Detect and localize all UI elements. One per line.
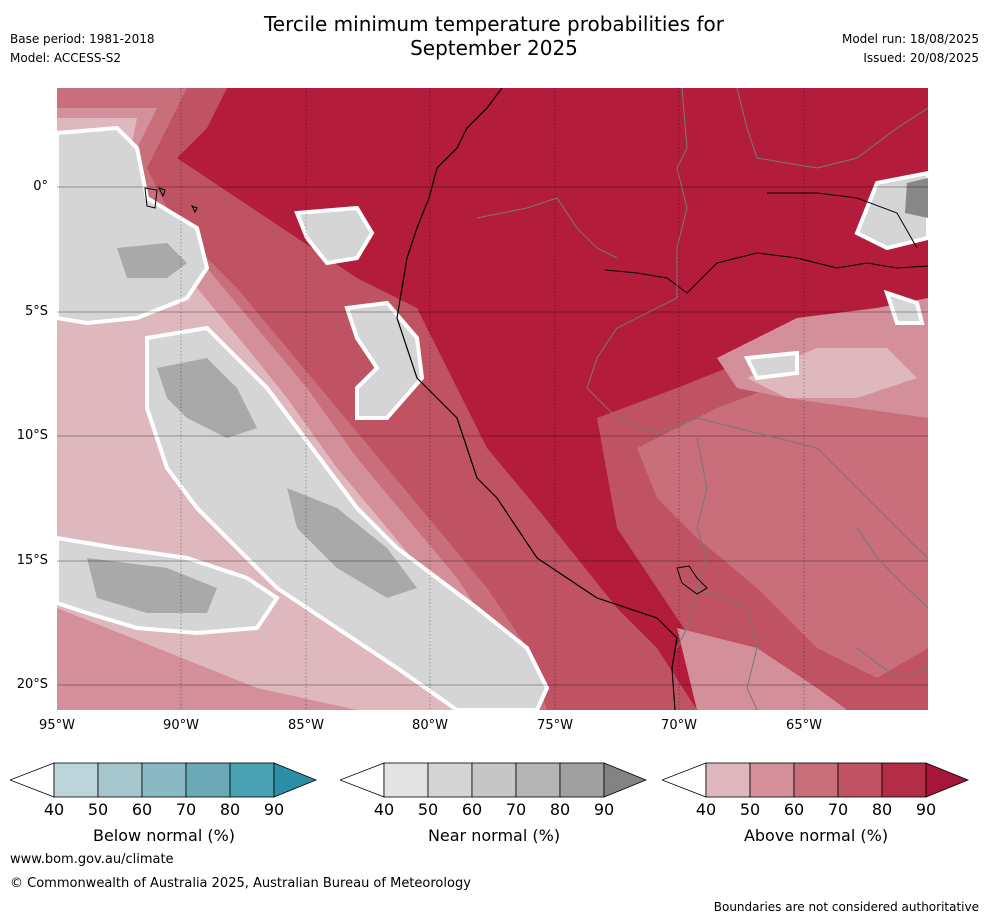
y-tick-4: 20°S [16,677,48,692]
cb-below-tick-90: 90 [263,800,285,819]
title-line-1: Tercile minimum temperature probabilitie… [263,12,725,36]
colorbar-near-ticks: 40 50 60 70 80 90 [340,800,648,820]
river-north [767,192,918,249]
footer-url[interactable]: www.bom.gov.au/climate [10,852,174,867]
map-zone-near-normal-core-3 [287,488,417,598]
colorbar-cell [97,762,143,798]
map-zone-near-normal-core-4 [87,558,217,613]
map-gridlines [57,88,928,710]
cb-above-tick-40: 40 [695,800,717,819]
colorbar-left-extension [660,762,707,798]
galapagos-islands [144,187,198,214]
cb-below-tick-40: 40 [43,800,65,819]
cb-above-tick-50: 50 [739,800,761,819]
colorbar-below [8,762,318,798]
x-tick-5: 70°W [661,718,697,733]
title-line-2: September 2025 [410,36,578,60]
model-run-text: Model run: 18/08/2025 [841,32,979,46]
cb-below-tick-70: 70 [175,800,197,819]
colorbar-cell [837,762,883,798]
cb-near-tick-90: 90 [593,800,615,819]
lake-titicaca [676,565,708,595]
colorbar-above-label: Above normal (%) [743,826,889,845]
colorbar-cell [515,762,561,798]
colorbar-cell [471,762,517,798]
map-svg [57,88,928,710]
colorbar-cell [749,762,795,798]
y-tick-3: 15°S [16,553,48,568]
colorbar-cell [427,762,473,798]
map-zone-red-60-east [637,348,928,678]
x-tick-6: 65°W [786,718,822,733]
cb-near-tick-50: 50 [417,800,439,819]
cb-near-tick-80: 80 [549,800,571,819]
colorbar-near [338,762,648,798]
map-zone-near-normal-7 [883,289,925,325]
x-tick-1: 90°W [163,718,199,733]
map-zone-near-normal-4 [294,205,375,266]
cb-above-tick-60: 60 [783,800,805,819]
colorbar-cell [559,762,605,798]
colorbar-below-label: Below normal (%) [92,826,236,845]
cb-below-tick-50: 50 [87,800,109,819]
colorbar-cell [141,762,187,798]
cb-near-tick-70: 70 [505,800,527,819]
colorbar-below-svg [8,762,318,798]
cb-above-tick-80: 80 [871,800,893,819]
colorbar-above [660,762,970,798]
x-tick-0: 95°W [39,718,75,733]
colorbar-cell [793,762,839,798]
y-tick-1: 5°S [24,304,48,319]
footer-copyright: © Commonwealth of Australia 2025, Austra… [10,876,471,891]
model-text: Model: ACCESS-S2 [10,51,122,65]
probability-map [57,88,928,710]
map-zone-near-normal-8 [743,350,799,381]
colorbar-cell [229,762,275,798]
cb-near-tick-40: 40 [373,800,395,819]
issued-text: Issued: 20/08/2025 [863,51,979,65]
country-borders [476,88,928,710]
colorbar-below-ticks: 40 50 60 70 80 90 [10,800,318,820]
colorbar-near-svg [338,762,648,798]
footer-disclaimer: Boundaries are not considered authoritat… [713,900,979,914]
river [604,252,928,294]
colorbar-right-extension [925,762,970,798]
colorbar-above-ticks: 40 50 60 70 80 90 [662,800,970,820]
coastline [396,88,678,710]
map-zone-near-normal-5 [344,300,425,420]
cb-below-tick-60: 60 [131,800,153,819]
map-zone-near-normal-core-2 [157,358,257,438]
map-zone-red-50-south [677,628,847,710]
cb-above-tick-70: 70 [827,800,849,819]
colorbar-left-extension [8,762,55,798]
cb-above-tick-90: 90 [915,800,937,819]
y-tick-0: 0° [33,179,48,194]
colorbar-above-svg [660,762,970,798]
colorbar-near-label: Near normal (%) [427,826,561,845]
cb-below-tick-80: 80 [219,800,241,819]
x-tick-3: 80°W [412,718,448,733]
colorbar-cell [53,762,99,798]
y-tick-2: 10°S [16,428,48,443]
map-zone-near-normal-core-5 [905,178,928,218]
map-zone-near-normal-core-1 [117,243,187,278]
colorbar-cell [881,762,927,798]
x-tick-4: 75°W [537,718,573,733]
colorbar-right-extension [273,762,318,798]
base-period-text: Base period: 1981-2018 [10,32,155,46]
map-title: Tercile minimum temperature probabilitie… [0,12,988,60]
x-tick-2: 85°W [288,718,324,733]
colorbar-right-extension [603,762,648,798]
colorbar-left-extension [338,762,385,798]
colorbar-cell [185,762,231,798]
cb-near-tick-60: 60 [461,800,483,819]
colorbar-cell [383,762,429,798]
colorbar-cell [705,762,751,798]
